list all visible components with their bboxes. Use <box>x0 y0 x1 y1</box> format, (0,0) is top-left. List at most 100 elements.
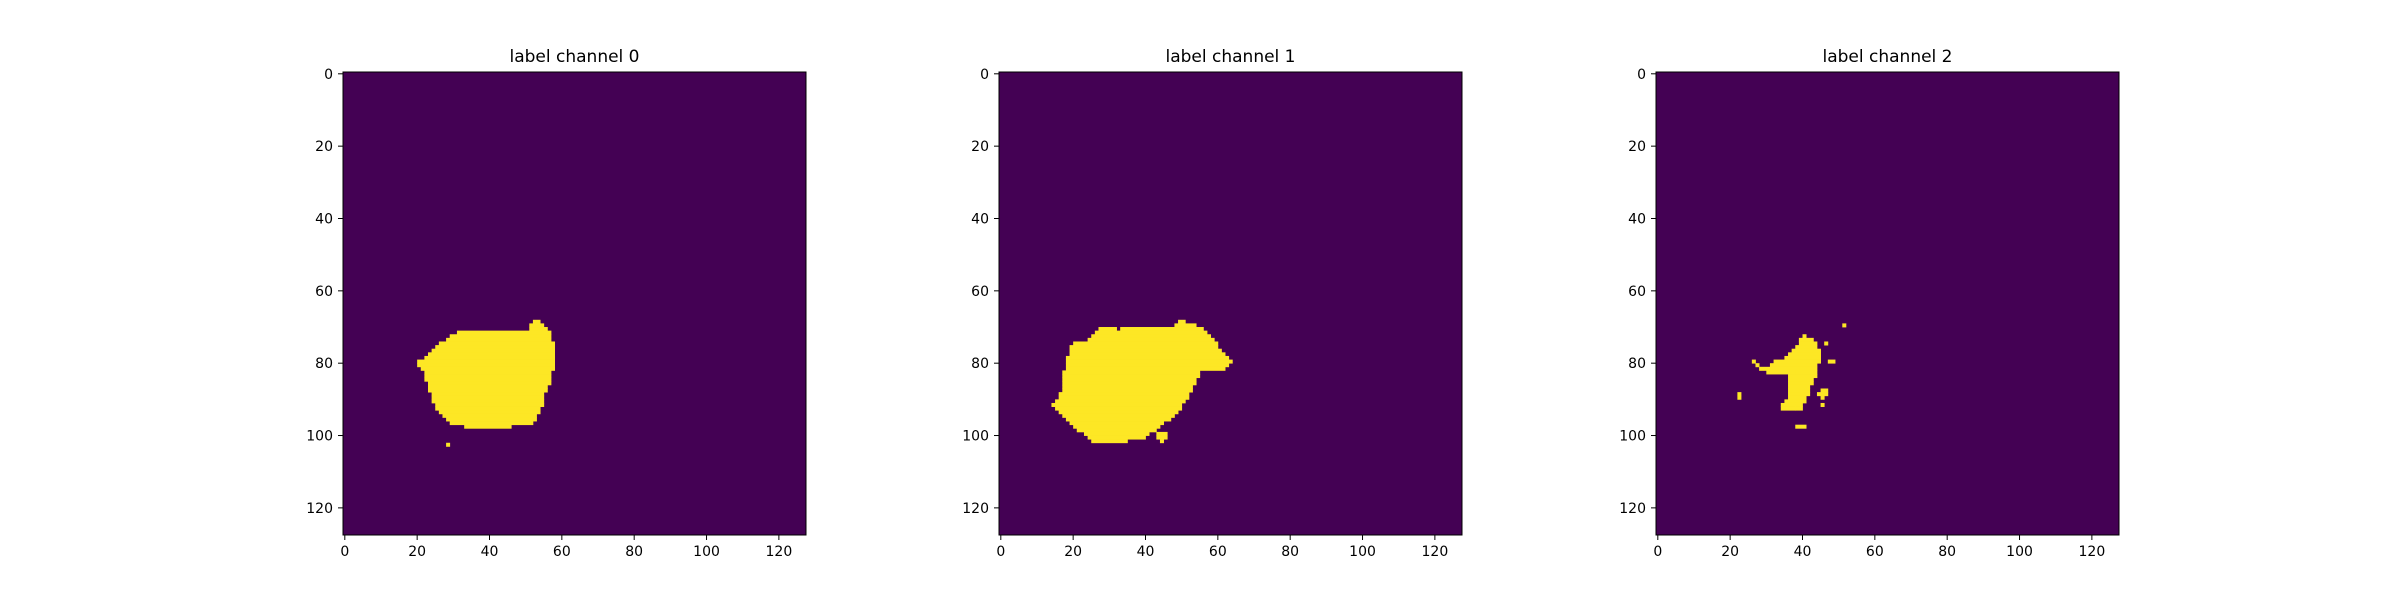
mask-cell <box>1055 406 1183 411</box>
mask-cell <box>424 377 552 382</box>
mask-cell <box>1156 435 1168 440</box>
mask-cell <box>1062 370 1201 375</box>
mask-cell <box>1062 388 1193 393</box>
mask-cell <box>1737 392 1742 397</box>
x-tick-label: 0 <box>996 544 1005 560</box>
mask-cell <box>1091 439 1128 444</box>
y-tick-label: 120 <box>306 501 333 517</box>
mask-cell <box>1174 323 1197 328</box>
mask-cell <box>1062 381 1197 386</box>
mask-cell <box>1073 341 1219 346</box>
mask-cell <box>1788 374 1818 379</box>
mask-cell <box>1065 417 1172 422</box>
x-tick-label: 0 <box>1653 544 1662 560</box>
mask-cell <box>1816 392 1829 397</box>
mask-cell <box>1802 334 1807 339</box>
mask-cell <box>449 334 552 339</box>
mask-cell <box>424 355 556 360</box>
mask-cell <box>1784 355 1821 360</box>
mask-cell <box>428 381 552 386</box>
axes-frame <box>342 71 807 536</box>
mask-cell <box>1788 352 1821 357</box>
heatmap-panel-2: label channel 2 0 20 40 60 80 100 120 0 20 40 60 80 1… <box>1619 47 2120 560</box>
mask-cell <box>1098 327 1117 332</box>
mask-cell <box>1120 327 1204 332</box>
mask-cell <box>1737 395 1742 400</box>
mask-cell <box>532 319 541 324</box>
y-tick-label: 20 <box>315 139 333 155</box>
mask-cell <box>1159 439 1164 444</box>
y-tick-label: 80 <box>1628 356 1646 372</box>
x-tick-label: 80 <box>1281 544 1299 560</box>
x-tick-label: 80 <box>1938 544 1956 560</box>
mask-cell <box>431 395 545 400</box>
mask-cell <box>1065 366 1226 371</box>
y-tick-label: 100 <box>962 429 989 445</box>
mask-cell <box>417 363 555 368</box>
mask-cell <box>442 413 537 418</box>
mask-cell <box>1058 392 1190 397</box>
mask-cell <box>446 417 537 422</box>
mask-cell <box>1788 395 1807 400</box>
panel-title: label channel 1 <box>1165 47 1295 67</box>
mask-cell <box>1780 402 1803 407</box>
y-tick-label: 0 <box>980 67 989 83</box>
mask-cell <box>1780 406 1796 411</box>
x-tick-label: 20 <box>408 544 426 560</box>
heatmap-background <box>343 72 806 535</box>
x-tick-label: 80 <box>625 544 643 560</box>
mask-cell <box>1788 381 1814 386</box>
mask-cell <box>1065 363 1230 368</box>
mask-cell <box>1842 323 1847 328</box>
x-tick-label: 20 <box>1064 544 1082 560</box>
mask-cell <box>1058 395 1190 400</box>
x-tick-label: 120 <box>1422 544 1449 560</box>
mask-cell <box>424 374 552 379</box>
mask-cell <box>1051 402 1183 407</box>
mask-cell <box>1788 392 1811 397</box>
mask-cell <box>1055 399 1186 404</box>
mask-cell <box>529 327 548 332</box>
mask-cell <box>435 406 541 411</box>
x-tick-label: 100 <box>2006 544 2033 560</box>
mask-cell <box>1062 384 1193 389</box>
panel-title: label channel 0 <box>509 47 639 67</box>
y-tick-label: 80 <box>315 356 333 372</box>
mask-cell <box>1091 334 1212 339</box>
x-tick-label: 20 <box>1721 544 1739 560</box>
x-tick-label: 100 <box>693 544 720 560</box>
mask-cell <box>428 388 548 393</box>
mask-cell <box>1820 388 1829 393</box>
y-tick-label: 0 <box>324 67 333 83</box>
mask-cell <box>1073 424 1161 429</box>
mask-cell <box>446 337 552 342</box>
x-tick-label: 40 <box>1137 544 1155 560</box>
y-tick-label: 0 <box>1637 67 1646 83</box>
mask-cell <box>1798 341 1818 346</box>
mask-cell <box>1773 359 1821 364</box>
mask-cell <box>1795 345 1818 350</box>
mask-cell <box>420 366 556 371</box>
mask-cell <box>438 341 556 346</box>
x-tick-label: 40 <box>1794 544 1812 560</box>
mask-cell <box>1156 431 1168 436</box>
mask-cell <box>529 323 545 328</box>
mask-cell <box>431 348 555 353</box>
mask-cell <box>1069 348 1222 353</box>
mask-cell <box>1795 424 1807 429</box>
heatmap-panel-0: label channel 0 0 20 40 60 80 100 120 0 20 40 60 80 1… <box>306 47 807 560</box>
mask-cell <box>1065 355 1230 360</box>
mask-cell <box>417 359 555 364</box>
mask-cell <box>1769 363 1818 368</box>
mask-cell <box>1820 402 1825 407</box>
mask-cell <box>1062 413 1175 418</box>
heatmap-background <box>999 72 1462 535</box>
x-tick-label: 120 <box>2079 544 2106 560</box>
axes-frame <box>1655 71 2120 536</box>
mask-cell <box>431 399 545 404</box>
x-tick-label: 120 <box>766 544 793 560</box>
mask-cell <box>1062 374 1201 379</box>
mask-cell <box>1788 384 1811 389</box>
mask-cell <box>1094 330 1208 335</box>
mask-cell <box>1820 395 1825 400</box>
